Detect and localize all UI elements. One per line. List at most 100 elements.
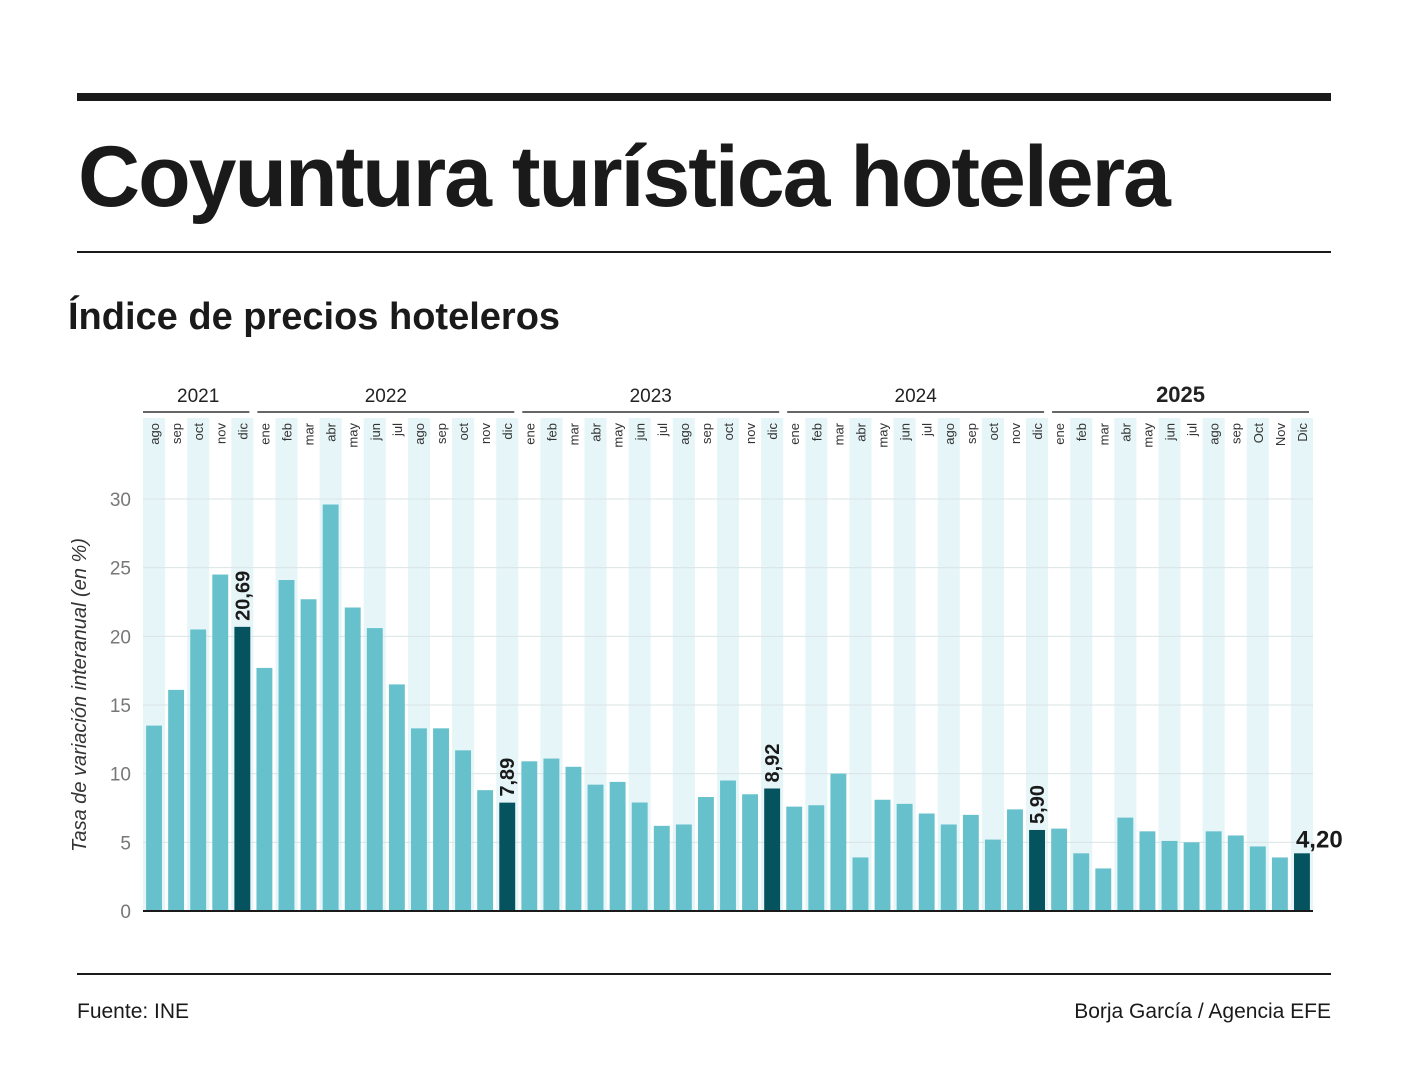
month-label: may	[1140, 423, 1155, 448]
bar	[322, 504, 339, 911]
column-stripe	[1202, 418, 1225, 911]
month-label: jun	[1163, 423, 1178, 441]
bar	[1161, 840, 1178, 911]
bar	[1139, 831, 1156, 911]
month-label: oct	[986, 423, 1001, 441]
column-stripe	[1158, 418, 1181, 911]
column-stripe	[1290, 418, 1313, 911]
data-label: 8,92	[762, 744, 784, 783]
month-label: ene	[257, 423, 272, 445]
bar	[300, 599, 317, 911]
column-stripe	[1070, 418, 1093, 911]
column-stripe	[805, 418, 828, 911]
bar	[1117, 817, 1134, 911]
bar	[697, 797, 714, 911]
month-label: feb	[544, 423, 559, 441]
bar	[874, 799, 891, 911]
month-label: ene	[522, 423, 537, 445]
month-label: ago	[412, 423, 427, 445]
y-tick-label: 5	[120, 833, 131, 854]
column-stripe	[672, 418, 695, 911]
month-label: Oct	[1251, 423, 1266, 444]
month-label: mar	[302, 422, 317, 445]
bar	[742, 794, 759, 911]
page-title: Coyuntura turística hotelera	[78, 129, 1171, 225]
month-label: jul	[655, 423, 670, 437]
bar	[410, 728, 427, 911]
bar	[675, 824, 692, 911]
bar	[344, 607, 361, 911]
bar	[609, 781, 626, 911]
year-label: 2025	[1156, 382, 1205, 407]
bar	[1073, 853, 1090, 911]
month-label: sep	[699, 423, 714, 444]
column-stripe	[849, 418, 872, 911]
column-stripe	[761, 418, 784, 911]
bar	[1183, 842, 1200, 911]
bar	[190, 629, 207, 911]
column-stripe	[496, 418, 519, 911]
bar	[433, 728, 449, 911]
month-label: sep	[1229, 423, 1244, 444]
y-tick-label: 20	[110, 627, 131, 648]
bar	[1095, 868, 1112, 911]
month-label: jul	[1185, 423, 1200, 437]
month-label: oct	[721, 423, 736, 441]
highlight-bar	[234, 626, 251, 911]
month-label: dic	[1030, 423, 1045, 440]
month-label: dic	[500, 423, 515, 440]
month-label: feb	[809, 423, 824, 441]
bar	[786, 806, 803, 911]
bar	[146, 725, 162, 911]
month-label: ago	[147, 423, 162, 445]
y-tick-label: 25	[110, 559, 131, 580]
month-label: abr	[1118, 422, 1133, 441]
month-label: jul	[920, 423, 935, 437]
month-label: sep	[169, 423, 184, 444]
month-label: ago	[677, 423, 692, 445]
data-label: 5,90	[1027, 785, 1049, 824]
bar	[521, 761, 538, 911]
bar	[1271, 857, 1288, 911]
month-label: ene	[1052, 423, 1067, 445]
bar	[1051, 828, 1068, 911]
month-label: may	[346, 423, 361, 448]
bar	[455, 750, 472, 911]
year-label: 2024	[895, 386, 938, 407]
bar	[653, 825, 670, 911]
month-label: jun	[368, 423, 383, 441]
highlight-bar	[1294, 853, 1310, 911]
month-label: ago	[1207, 423, 1222, 445]
bar	[212, 574, 229, 911]
month-label: dic	[765, 423, 780, 440]
month-label: ene	[787, 423, 802, 445]
column-stripe	[1246, 418, 1269, 911]
month-label: mar	[566, 422, 581, 445]
bar	[896, 803, 913, 911]
year-label: 2022	[365, 386, 407, 407]
month-label: oct	[191, 423, 206, 441]
bar	[388, 684, 405, 911]
bar	[940, 824, 957, 911]
year-label: 2021	[177, 386, 219, 407]
bar	[631, 802, 648, 911]
chart-subtitle: Índice de precios hoteleros	[68, 296, 561, 338]
column-stripe	[893, 418, 916, 911]
data-label: 7,89	[497, 758, 519, 797]
month-label: jun	[898, 423, 913, 441]
highlight-bar	[764, 788, 781, 911]
month-label: jun	[633, 423, 648, 441]
month-label: abr	[589, 422, 604, 441]
bar	[918, 813, 935, 911]
column-stripe	[937, 418, 960, 911]
bar	[587, 784, 604, 911]
data-label: 4,20	[1296, 826, 1343, 853]
source-text: Fuente: INE	[77, 1000, 190, 1023]
bar	[543, 758, 560, 911]
data-label: 20,69	[232, 571, 254, 621]
month-label: oct	[456, 423, 471, 441]
bar	[1007, 809, 1023, 911]
y-tick-label: 10	[110, 765, 131, 786]
